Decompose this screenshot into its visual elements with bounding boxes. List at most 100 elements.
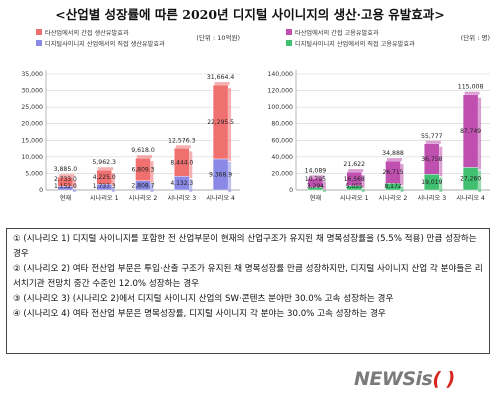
data-label-total: 115,008 [458, 84, 484, 91]
y-tick-label: 0 [289, 187, 293, 194]
legend-label: 디지털사이니지 산업에서의 직접 생산유발효과 [45, 40, 165, 48]
bar-cap [464, 91, 480, 95]
legend-label: 디지털사이니지 산업에서의 직접 고용유발효과 [295, 40, 415, 48]
legend-swatch [286, 29, 292, 35]
y-tick-label: 40,000 [271, 154, 293, 161]
y-tick-label: 35,000 [21, 71, 43, 78]
y-tick-label: 20,000 [21, 121, 43, 128]
data-label-direct: 8,172 [384, 183, 401, 190]
bar-cap [309, 175, 325, 179]
data-label-total: 31,664.4 [207, 74, 235, 81]
bar-side [439, 146, 443, 177]
y-tick-label: 30,000 [21, 88, 43, 95]
logo-paren: ( ) [432, 368, 455, 390]
x-tick-label: 시나리오 4 [206, 194, 235, 202]
legend-label: 타산업에서의 간접 생산유발효과 [45, 29, 129, 37]
bar-cap [387, 158, 402, 162]
data-label-total: 3,885.0 [54, 166, 78, 173]
legend-swatch [36, 29, 42, 35]
bar-side [72, 189, 76, 192]
bar-side [478, 97, 482, 170]
bar-side [400, 186, 404, 192]
data-label-total: 14,089 [305, 167, 327, 174]
data-label-direct: 9,368.9 [209, 171, 232, 178]
data-label-direct: 3,294 [307, 183, 324, 190]
data-label-indirect: 8,444.0 [170, 159, 193, 166]
scenario-box: ① (시나리오 1) 디지털 사이니지를 포함한 전 산업부문이 현재의 산업구… [6, 228, 490, 354]
data-label-indirect: 10,795 [305, 176, 326, 183]
bar-cap [59, 174, 75, 178]
y-tick-label: 60,000 [271, 137, 293, 144]
bar-cap [175, 145, 191, 149]
bar-cap [425, 140, 441, 144]
data-label-direct: 4,132.3 [170, 180, 193, 187]
y-tick-label: 10,000 [21, 154, 43, 161]
data-label-indirect: 36,758 [421, 156, 442, 163]
bar-side [150, 183, 154, 192]
x-tick-label: 현재 [310, 194, 322, 202]
bar-side [189, 179, 193, 192]
scenario-4: ④ (시나리오 4) 여타 전산업 부문은 명목성장률, 디지털 사이니지 각 … [13, 309, 386, 319]
data-label-direct: 5,055 [346, 183, 363, 190]
data-label-indirect: 26,715 [383, 169, 404, 176]
y-tick-label: 15,000 [21, 137, 43, 144]
bar-side [189, 151, 193, 179]
y-tick-label: 25,000 [21, 104, 43, 111]
data-label-total: 5,962.3 [92, 159, 116, 166]
y-tick-label: 140,000 [267, 71, 293, 78]
bar-side [439, 177, 443, 192]
data-label-indirect: 4,225.0 [93, 174, 116, 181]
data-label-direct: 2,808.7 [132, 182, 155, 189]
y-tick-label: 100,000 [267, 104, 293, 111]
data-label-total: 12,576.3 [168, 137, 196, 144]
bar-cap [348, 169, 364, 173]
bar-side [150, 161, 154, 183]
bar-cap [98, 167, 114, 171]
data-label-direct: 1,152.0 [54, 183, 77, 190]
scenario-1: ① (시나리오 1) 디지털 사이니지를 포함한 전 산업부문이 현재의 산업구… [13, 234, 477, 259]
y-tick-label: 20,000 [271, 170, 293, 177]
data-label-indirect: 2,733.0 [54, 176, 77, 183]
x-tick-label: 시나리오 3 [417, 194, 446, 202]
data-label-direct: 19,019 [421, 179, 442, 186]
data-label-total: 55,777 [421, 133, 443, 140]
x-tick-label: 시나리오 2 [379, 194, 408, 202]
bar-side [478, 170, 482, 192]
data-label-indirect: 87,749 [460, 128, 481, 135]
data-label-total: 34,888 [382, 150, 404, 157]
legend-label: 타산업에서의 간접 고용유발효과 [295, 29, 379, 37]
data-label-indirect: 6,809.3 [132, 166, 155, 173]
y-tick-label: 80,000 [271, 121, 293, 128]
newsis-logo: NEWSis( ) [354, 368, 455, 390]
data-label-total: 21,622 [343, 161, 365, 168]
y-tick-label: 5,000 [25, 170, 43, 177]
data-label-direct: 27,260 [460, 176, 481, 183]
data-label-direct: 1,737.3 [93, 183, 116, 190]
y-tick-label: 0 [39, 187, 43, 194]
y-tick-label: 120,000 [267, 88, 293, 95]
unit-label: (단위 : 명) [461, 33, 490, 42]
logo-text: NEWSis [354, 368, 433, 390]
bar-side [361, 175, 365, 188]
bar-side [322, 181, 326, 190]
x-tick-label: 시나리오 4 [456, 194, 485, 202]
data-label-total: 9,618.0 [131, 147, 155, 154]
bar-side [228, 88, 232, 161]
bar-side [72, 180, 76, 189]
bar-side [111, 173, 115, 187]
data-label-indirect: 16,568 [344, 176, 365, 183]
bar-side [322, 190, 326, 192]
x-tick-label: 현재 [60, 194, 72, 202]
x-tick-label: 시나리오 1 [90, 194, 119, 202]
x-tick-label: 시나리오 3 [167, 194, 196, 202]
bar-side [228, 161, 232, 192]
x-tick-label: 시나리오 2 [129, 194, 158, 202]
x-tick-label: 시나리오 1 [340, 194, 369, 202]
bar-cap [137, 155, 152, 159]
scenario-3: ③ (시나리오 3) (시나리오 2)에서 디지털 사이니지 산업의 SW·콘텐… [13, 294, 394, 304]
bar-side [361, 188, 365, 192]
legend-swatch [286, 40, 292, 46]
legend-swatch [36, 40, 42, 46]
